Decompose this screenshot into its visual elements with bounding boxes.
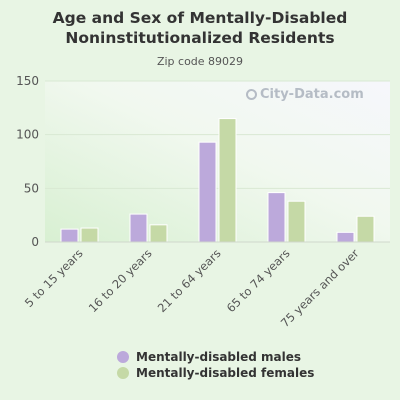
legend-item-males: Mentally-disabled males (117, 350, 301, 364)
bar-males (198, 141, 217, 243)
bar-females (80, 227, 99, 243)
legend-item-females: Mentally-disabled females (117, 366, 314, 380)
legend-swatch-males (117, 351, 129, 363)
y-tick-label: 100 (16, 128, 39, 142)
plot-area (45, 81, 390, 242)
bar-females (218, 118, 237, 243)
x-tick-label: 75 years and over (278, 246, 362, 330)
bar-females (149, 224, 168, 243)
bar-females (356, 215, 375, 243)
x-tick-label: 16 to 20 years (86, 246, 155, 315)
chart-title-line2: Noninstitutionalized Residents (65, 29, 335, 47)
bar-males (336, 231, 355, 243)
y-tick-label: 0 (31, 235, 39, 249)
x-tick-label: 5 to 15 years (22, 246, 86, 310)
bar-males (60, 228, 79, 243)
watermark: City-Data.com (246, 87, 364, 102)
legend-label-males: Mentally-disabled males (136, 350, 302, 364)
x-tick-label: 65 to 74 years (224, 246, 293, 315)
x-tick-label: 21 to 64 years (155, 246, 224, 315)
bar-males (267, 192, 286, 243)
bar-males (129, 213, 148, 243)
y-tick-label: 150 (16, 74, 39, 88)
legend-label-females: Mentally-disabled females (136, 366, 315, 380)
chart-subtitle: Zip code 89029 (156, 55, 244, 68)
magnifier-icon (246, 89, 257, 100)
chart-title-line1: Age and Sex of Mentally-Disabled (52, 9, 348, 27)
bar-females (287, 200, 306, 243)
legend-swatch-females (117, 367, 129, 379)
y-tick-label: 50 (24, 181, 39, 195)
